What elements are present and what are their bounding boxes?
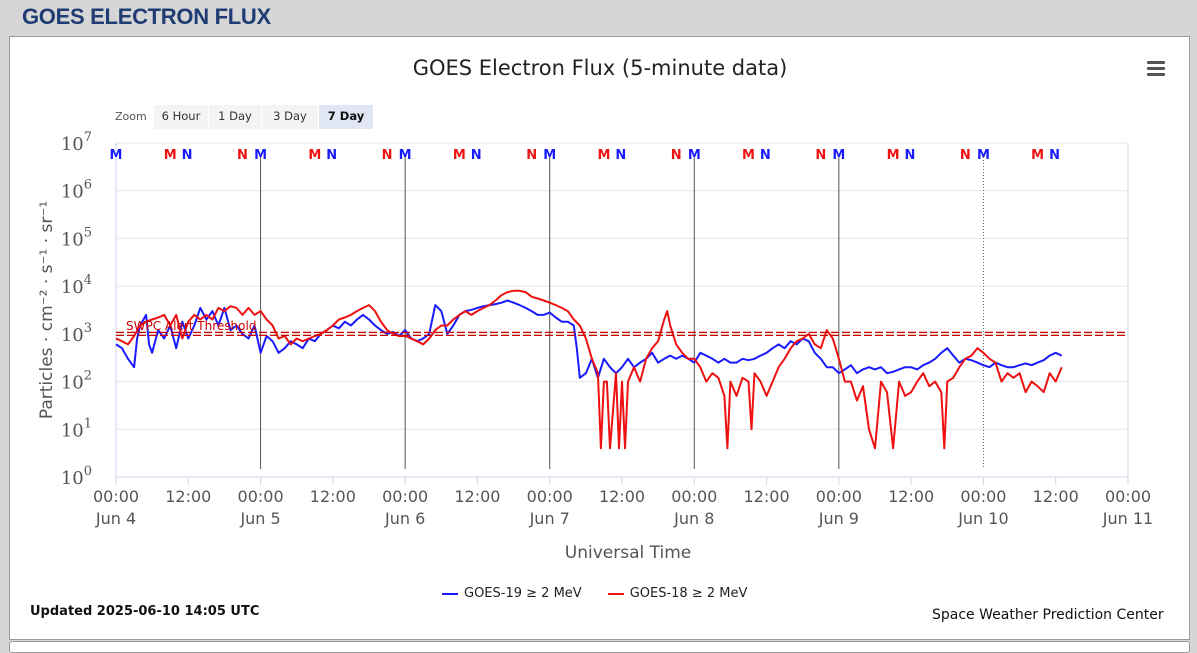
y-tick-label: 105 [61, 225, 92, 250]
orbit-marker-m: M [742, 148, 755, 163]
orbit-marker-n: N [815, 148, 826, 163]
page-title: GOES ELECTRON FLUX [22, 4, 271, 29]
orbit-marker-m: M [164, 148, 177, 163]
y-tick-label: 101 [61, 416, 92, 441]
x-tick-label: 12:00 [599, 487, 645, 506]
y-axis-label: Particles · cm⁻² · s⁻¹ · sr⁻¹ [37, 201, 57, 419]
orbit-marker-n: N [471, 148, 482, 163]
chart-title: GOES Electron Flux (5-minute data) [413, 56, 788, 80]
y-tick-label: 104 [61, 273, 92, 298]
legend-item-goes18[interactable]: GOES-18 ≥ 2 MeV [607, 586, 748, 601]
orbit-marker-n: N [615, 148, 626, 163]
x-axis-label: Universal Time [565, 543, 691, 563]
y-tick-label: 107 [61, 130, 92, 155]
x-tick-day-label: Jun 5 [239, 509, 280, 528]
x-tick-label: 12:00 [454, 487, 500, 506]
plot-frame [115, 142, 1129, 478]
orbit-marker-n: N [182, 148, 193, 163]
orbit-marker-m: M [308, 148, 321, 163]
x-tick-label: 00:00 [93, 487, 139, 506]
orbit-marker-n: N [960, 148, 971, 163]
x-tick-day-label: Jun 10 [957, 509, 1008, 528]
y-tick-label: 103 [61, 321, 92, 346]
y-tick-label: 106 [61, 178, 92, 203]
x-tick-label: 00:00 [816, 487, 862, 506]
legend-swatch-goes19 [442, 592, 458, 595]
x-tick-label: 12:00 [1033, 487, 1079, 506]
zoom-1-day-button[interactable]: 1 Day [209, 105, 261, 129]
zoom-6-hour-button[interactable]: 6 Hour [154, 105, 208, 129]
orbit-marker-m: M [887, 148, 900, 163]
x-tick-day-label: Jun 9 [818, 509, 859, 528]
threshold-label: SWPC Alert Threshold [126, 319, 256, 333]
credit-text[interactable]: Space Weather Prediction Center [932, 607, 1164, 623]
legend-label-goes19: GOES-19 ≥ 2 MeV [464, 586, 582, 601]
orbit-marker-n: N [904, 148, 915, 163]
x-tick-label: 00:00 [238, 487, 284, 506]
x-tick-day-label: Jun 7 [529, 509, 570, 528]
x-tick-day-label: Jun 8 [673, 509, 714, 528]
orbit-marker-n: N [237, 148, 248, 163]
legend-item-goes19[interactable]: GOES-19 ≥ 2 MeV [442, 586, 582, 601]
orbit-marker-m: M [110, 148, 123, 163]
x-tick-label: 12:00 [744, 487, 790, 506]
legend-label-goes18: GOES-18 ≥ 2 MeV [629, 586, 748, 601]
chart-legend: GOES-19 ≥ 2 MeV GOES-18 ≥ 2 MeV [442, 586, 747, 601]
y-tick-label: 102 [61, 369, 92, 394]
x-tick-day-label: Jun 4 [95, 509, 136, 528]
orbit-marker-n: N [671, 148, 682, 163]
orbit-marker-m: M [399, 148, 412, 163]
orbit-marker-m: M [254, 148, 267, 163]
x-tick-day-label: Jun 11 [1102, 509, 1153, 528]
orbit-marker-n: N [382, 148, 393, 163]
orbit-marker-m: M [543, 148, 556, 163]
x-tick-label: 12:00 [888, 487, 934, 506]
zoom-7-day-button[interactable]: 7 Day [319, 105, 373, 129]
orbit-marker-m: M [597, 148, 610, 163]
updated-timestamp: Updated 2025-06-10 14:05 UTC [30, 604, 260, 619]
next-panel-edge [9, 641, 1190, 653]
electron-flux-chart: GOES Electron Flux (5-minute data) 100 10… [37, 56, 1153, 563]
chart-container: GOES Electron Flux (5-minute data) 100 10… [9, 36, 1190, 640]
x-tick-label: 12:00 [165, 487, 211, 506]
orbit-marker-n: N [1049, 148, 1060, 163]
x-tick-label: 00:00 [671, 487, 717, 506]
orbit-marker-m: M [1031, 148, 1044, 163]
series-line-goes19 [115, 299, 1063, 379]
orbit-marker-n: N [526, 148, 537, 163]
legend-swatch-goes18 [607, 592, 624, 595]
orbit-marker-n: N [326, 148, 337, 163]
orbit-marker-m: M [453, 148, 466, 163]
orbit-marker-m: M [977, 148, 990, 163]
hamburger-menu-icon[interactable] [1147, 61, 1165, 77]
x-tick-label: 12:00 [310, 487, 356, 506]
x-tick-label: 00:00 [1105, 487, 1151, 506]
orbit-marker-n: N [760, 148, 771, 163]
x-tick-label: 00:00 [527, 487, 573, 506]
y-tick-label: 100 [61, 464, 92, 489]
x-tick-day-label: Jun 6 [384, 509, 425, 528]
orbit-marker-m: M [688, 148, 701, 163]
zoom-label: Zoom [115, 110, 147, 123]
orbit-marker-m: M [832, 148, 845, 163]
zoom-3-day-button[interactable]: 3 Day [262, 105, 318, 129]
x-tick-label: 00:00 [960, 487, 1006, 506]
x-tick-label: 00:00 [382, 487, 428, 506]
series-line-goes18 [115, 289, 1063, 450]
